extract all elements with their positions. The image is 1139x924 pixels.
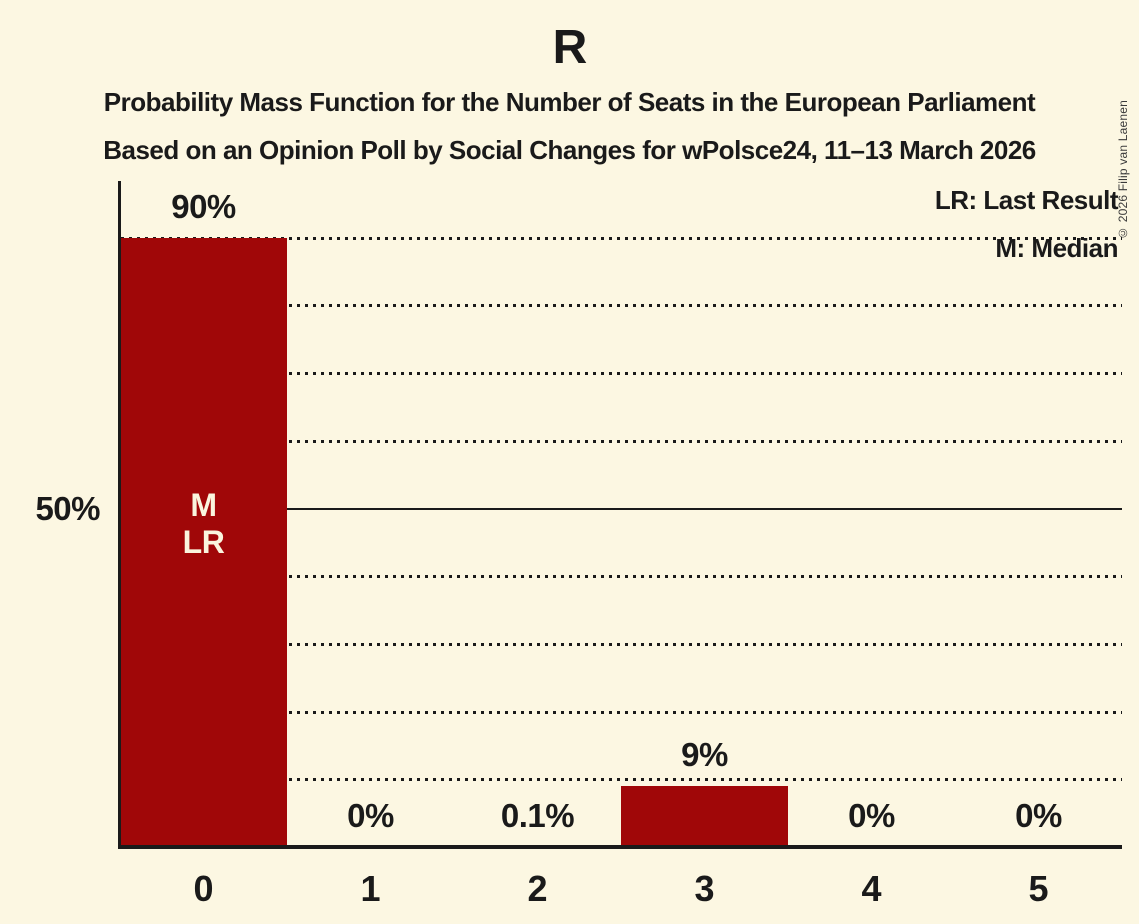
bar-annotation-line: LR — [182, 524, 225, 560]
chart-subtitle-line-1: Probability Mass Function for the Number… — [103, 87, 1036, 117]
x-tick-label-1: 1 — [360, 868, 381, 909]
gridline-10pct — [121, 778, 1122, 782]
chart-subtitle-line-2: Based on an Opinion Poll by Social Chang… — [103, 135, 1036, 165]
bar-annotation-line: M — [190, 487, 217, 523]
bar-seats-3 — [621, 786, 788, 847]
chart-title: R — [552, 21, 588, 74]
gridline-70pct — [121, 372, 1122, 376]
value-label-seats-1: 0% — [347, 797, 394, 834]
legend-median-label: M: Median — [995, 233, 1118, 263]
bar-annotation-seats-0: M LR — [120, 487, 287, 561]
gridline-60pct — [121, 439, 1122, 443]
x-tick-label-2: 2 — [527, 868, 548, 909]
gridline-80pct — [121, 304, 1122, 308]
value-label-seats-0: 90% — [171, 187, 236, 225]
value-label-seats-5: 0% — [1015, 797, 1062, 834]
value-label-seats-4: 0% — [848, 797, 895, 834]
bar-seats-0 — [120, 237, 287, 847]
legend-last-result-label: LR: Last Result — [934, 185, 1119, 215]
gridline-40pct — [121, 575, 1122, 579]
gridline-20pct — [121, 710, 1122, 714]
y-axis-line — [118, 181, 121, 849]
gridline-50pct-solid — [121, 507, 1122, 510]
x-tick-label-5: 5 — [1028, 868, 1049, 909]
copyright-text: © 2026 Filip van Laenen — [1116, 99, 1130, 240]
x-tick-label-3: 3 — [694, 868, 715, 909]
value-label-seats-3: 9% — [681, 736, 728, 774]
y-axis-50pct-label: 50% — [35, 490, 100, 527]
x-tick-label-0: 0 — [193, 868, 214, 909]
gridline-30pct — [121, 642, 1122, 646]
gridline-90pct — [121, 236, 1122, 240]
x-tick-label-4: 4 — [861, 868, 882, 909]
x-axis-line — [118, 845, 1122, 849]
value-label-seats-2: 0.1% — [500, 797, 575, 834]
